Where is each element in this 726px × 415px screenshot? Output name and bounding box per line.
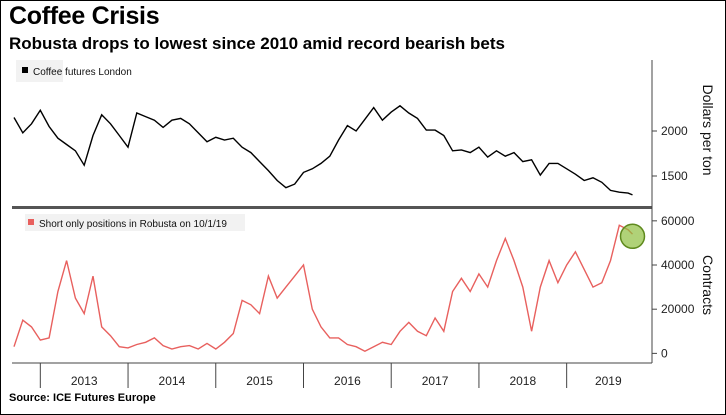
price-legend-label: Coffee futures London [33, 67, 132, 78]
shorts-y-tick-label: 20000 [661, 302, 695, 316]
price-legend-swatch [22, 67, 28, 73]
shorts-y-axis: 0 20000 40000 60000 [652, 214, 695, 360]
shorts-y-tick-label: 40000 [661, 258, 695, 272]
shorts-y-axis-title: Contracts [700, 255, 716, 315]
price-legend-box [16, 60, 63, 82]
x-tick-label: 2019 [595, 374, 622, 388]
x-tick-label: 2014 [159, 374, 186, 388]
shorts-legend-box [25, 214, 245, 231]
x-tick-label: 2017 [422, 374, 449, 388]
price-y-axis: 1500 2000 [652, 124, 688, 183]
x-axis: 2013 2014 2015 2016 2017 2018 2019 [39, 363, 622, 388]
chart-subtitle: Robusta drops to lowest since 2010 amid … [9, 34, 505, 53]
shorts-series-line [13, 224, 633, 352]
shorts-legend-swatch [28, 219, 34, 225]
chart-title: Coffee Crisis [9, 2, 160, 30]
shorts-y-tick-label: 0 [661, 346, 668, 360]
x-tick-label: 2015 [246, 374, 273, 388]
source-note: Source: ICE Futures Europe [9, 392, 156, 404]
price-panel: Coffee futures London 1500 2000 Dollars p… [13, 60, 716, 196]
price-y-tick-label: 2000 [661, 124, 688, 138]
shorts-y-tick-label: 60000 [661, 214, 695, 228]
shorts-panel: Short only positions in Robusta on 10/1/… [13, 214, 716, 360]
x-tick-label: 2013 [71, 374, 98, 388]
shorts-legend-label: Short only positions in Robusta on 10/1/… [39, 219, 227, 230]
price-series-line [13, 104, 633, 196]
panel-divider [12, 206, 652, 209]
price-y-axis-title: Dollars per ton [700, 84, 716, 175]
price-y-tick-label: 1500 [661, 169, 688, 183]
x-tick-label: 2018 [509, 374, 536, 388]
x-tick-label: 2016 [334, 374, 361, 388]
record-highlight-circle [619, 223, 646, 250]
